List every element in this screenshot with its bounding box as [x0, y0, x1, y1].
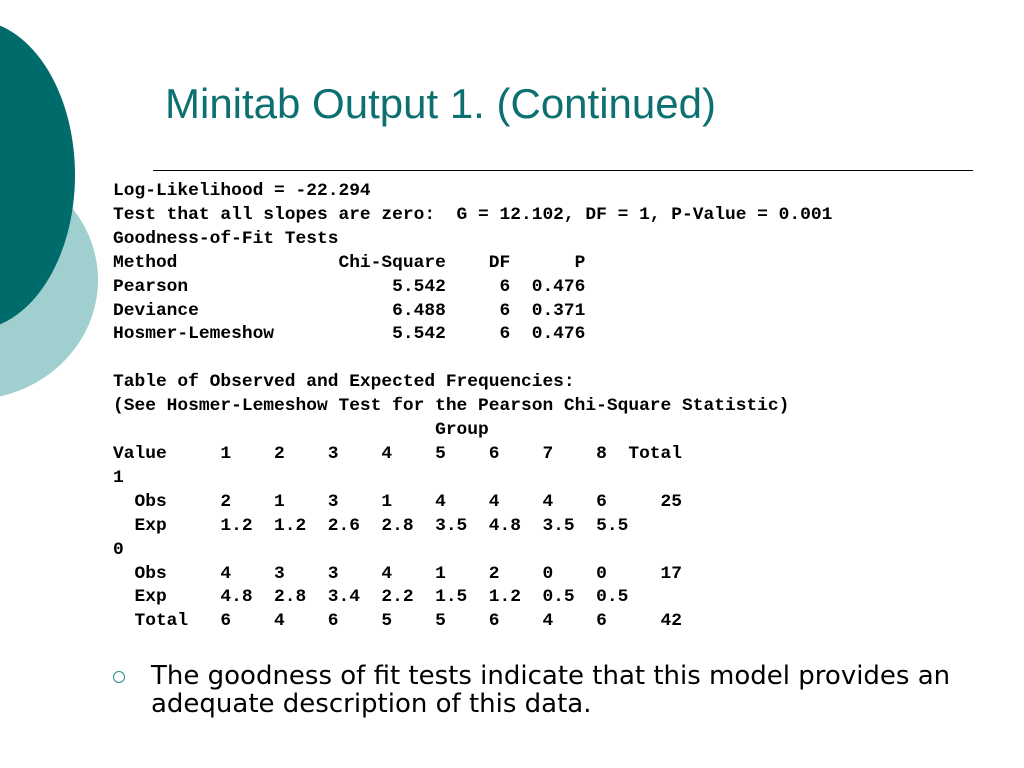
output-line-value-1-exp: Exp 1.2 1.2 2.6 2.8 3.5 4.8 3.5 5.5	[113, 515, 629, 536]
output-line-value-0-exp: Exp 4.8 2.8 3.4 2.2 1.5 1.2 0.5 0.5	[113, 587, 629, 608]
title-divider	[153, 170, 973, 171]
output-line-value-header: Value 1 2 3 4 5 6 7 8 Total	[113, 443, 683, 464]
output-line-value-1: 1	[113, 467, 124, 488]
slide-title: Minitab Output 1. (Continued)	[165, 80, 716, 127]
output-line-freq-table-heading: Table of Observed and Expected Frequenci…	[113, 372, 575, 393]
output-line-slopes-test: Test that all slopes are zero: G = 12.10…	[113, 204, 833, 225]
output-line-value-0-obs: Obs 4 3 3 4 1 2 0 0 17	[113, 563, 683, 584]
output-line-freq-table-note: (See Hosmer-Lemeshow Test for the Pearso…	[113, 396, 790, 417]
bullet-text: The goodness of fit tests indicate that …	[151, 661, 951, 719]
minitab-output-block: Log-Likelihood = -22.294 Test that all s…	[113, 180, 832, 634]
output-line-hosmer-lemeshow: Hosmer-Lemeshow 5.542 6 0.476	[113, 324, 586, 345]
output-line-gof-header-row: Method Chi-Square DF P	[113, 252, 586, 273]
hollow-circle-bullet-icon	[113, 671, 125, 683]
output-line-gof-heading: Goodness-of-Fit Tests	[113, 228, 339, 249]
output-line-total: Total 6 4 6 5 5 6 4 6 42	[113, 611, 683, 632]
output-line-pearson: Pearson 5.542 6 0.476	[113, 276, 586, 297]
output-line-value-0: 0	[113, 539, 124, 560]
output-line-value-1-obs: Obs 2 1 3 1 4 4 4 6 25	[113, 491, 683, 512]
output-line-deviance: Deviance 6.488 6 0.371	[113, 300, 586, 321]
output-line-group-header: Group	[113, 420, 489, 441]
bullet-item: The goodness of fit tests indicate that …	[113, 662, 1003, 718]
output-line-log-likelihood: Log-Likelihood = -22.294	[113, 181, 371, 201]
